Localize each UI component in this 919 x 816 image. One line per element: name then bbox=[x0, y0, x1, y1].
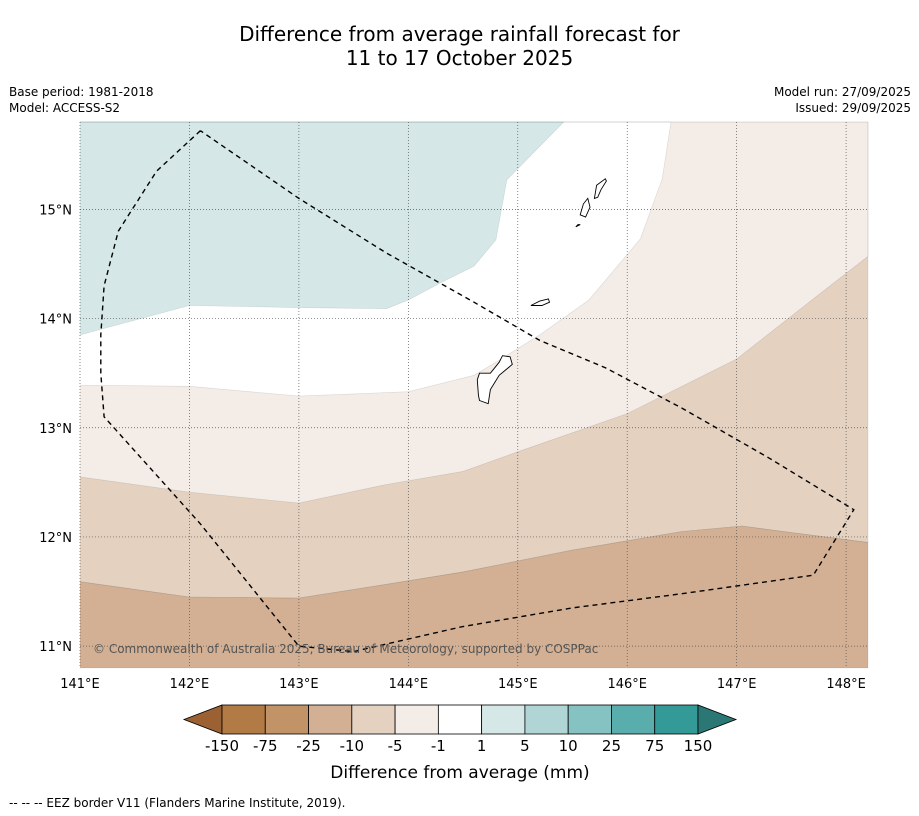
eez-border-line bbox=[100, 130, 855, 653]
band-0 bbox=[80, 122, 564, 335]
band-edge-3 bbox=[79, 121, 869, 599]
model-run: Model run: 27/09/2025 bbox=[773, 85, 911, 99]
graticule bbox=[79, 122, 868, 668]
colorbar-segment bbox=[437, 704, 483, 735]
band-edge-0 bbox=[79, 121, 565, 336]
rainfall-bands bbox=[79, 121, 869, 669]
island-rota bbox=[530, 298, 551, 306]
model-name: Model: ACCESS-S2 bbox=[9, 101, 121, 115]
x-tick-label: 144°E bbox=[389, 677, 429, 692]
x-tick-label: 146°E bbox=[607, 677, 647, 692]
y-tick-label: 14°N bbox=[39, 313, 72, 328]
colorbar-tick-label: -10 bbox=[340, 737, 365, 755]
colorbar-tick-label: -1 bbox=[431, 737, 446, 755]
islands bbox=[476, 178, 607, 405]
colorbar-segment bbox=[654, 704, 699, 735]
chart-title: Difference from average rainfall forecas… bbox=[0, 22, 919, 70]
colorbar-tick-label: 1 bbox=[477, 737, 487, 755]
title-line-2: 11 to 17 October 2025 bbox=[345, 46, 574, 70]
colorbar-segment bbox=[481, 704, 526, 735]
x-axis-ticks: 141°E 142°E 143°E 144°E 145°E 146°E 147°E 148°E bbox=[60, 677, 866, 692]
island-saipan bbox=[593, 178, 607, 200]
colorbar-tick-label: -25 bbox=[296, 737, 321, 755]
x-tick-label: 141°E bbox=[60, 677, 100, 692]
meta-right: Model run: 27/09/2025 Issued: 29/09/2025 bbox=[774, 84, 911, 116]
copyright-notice: © Commonwealth of Australia 2025, Bureau… bbox=[93, 642, 598, 656]
colorbar-segment bbox=[567, 704, 612, 735]
colorbar-tick-label: 5 bbox=[520, 737, 530, 755]
x-tick-label: 147°E bbox=[717, 677, 757, 692]
x-tick-label: 142°E bbox=[170, 677, 210, 692]
island-guam bbox=[476, 355, 513, 405]
x-tick-label: 143°E bbox=[279, 677, 319, 692]
colorbar-tick-label: 25 bbox=[602, 737, 621, 755]
colorbar-label: Difference from average (mm) bbox=[330, 763, 589, 783]
band-edge-4 bbox=[79, 525, 869, 669]
colorbar-segment bbox=[524, 704, 569, 735]
x-tick-label: 148°E bbox=[826, 677, 866, 692]
colorbar-segment bbox=[308, 704, 353, 735]
colorbar-segment bbox=[264, 704, 309, 735]
band-4 bbox=[80, 526, 868, 668]
base-period: Base period: 1981-2018 bbox=[9, 85, 154, 99]
band-edge-2 bbox=[79, 121, 869, 504]
colorbar-tick-label: -5 bbox=[388, 737, 403, 755]
footer-note: -- -- -- EEZ border V11 (Flanders Marine… bbox=[9, 796, 346, 810]
colorbar: -150 -75 -25 -10 -5 -1 1 5 10 25 75 150 bbox=[182, 704, 738, 755]
title-line-1: Difference from average rainfall forecas… bbox=[239, 22, 680, 46]
y-axis-ticks: 11°N 12°N 13°N 14°N 15°N bbox=[39, 203, 72, 655]
colorbar-extend-low bbox=[182, 704, 223, 735]
colorbar-segment bbox=[221, 704, 266, 735]
y-tick-label: 13°N bbox=[39, 422, 72, 437]
colorbar-segment bbox=[351, 704, 396, 735]
issued-date: Issued: 29/09/2025 bbox=[795, 101, 911, 115]
y-tick-label: 15°N bbox=[39, 203, 72, 218]
colorbar-segment bbox=[394, 704, 439, 735]
colorbar-extend-high bbox=[697, 704, 738, 735]
colorbar-tick-label: 75 bbox=[645, 737, 664, 755]
colorbar-tick-label: -150 bbox=[205, 737, 239, 755]
colorbar-tick-label: 150 bbox=[684, 737, 713, 755]
y-tick-label: 11°N bbox=[39, 640, 72, 655]
colorbar-tick-label: -75 bbox=[253, 737, 278, 755]
colorbar-segment bbox=[611, 704, 656, 735]
meta-left: Base period: 1981-2018 Model: ACCESS-S2 bbox=[9, 84, 154, 116]
eez-border-layer bbox=[100, 130, 855, 653]
x-tick-label: 145°E bbox=[498, 677, 538, 692]
band-edge-1 bbox=[79, 121, 672, 397]
colorbar-tick-label: 10 bbox=[559, 737, 578, 755]
y-tick-label: 12°N bbox=[39, 531, 72, 546]
island-tinian bbox=[579, 197, 591, 218]
island-aguijan bbox=[575, 224, 581, 228]
